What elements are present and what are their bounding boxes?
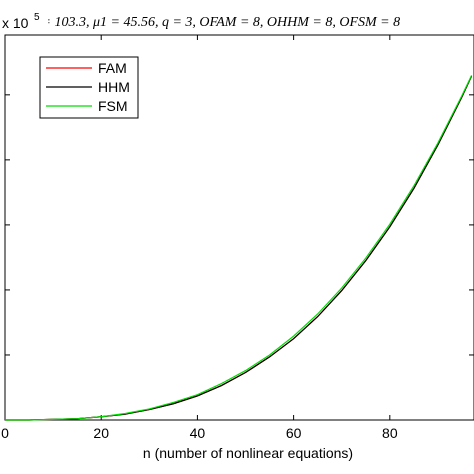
x-axis-label: n (number of nonlinear equations)	[143, 445, 353, 461]
series-line	[5, 75, 473, 421]
y-offset-exponent: 5	[34, 12, 40, 23]
x-tick-label: 60	[286, 425, 302, 441]
legend-label: HHM	[98, 79, 130, 95]
series-line	[5, 75, 473, 421]
plot-frame	[4, 34, 474, 421]
offset-bg	[0, 14, 48, 34]
y-offset: x 10	[2, 15, 29, 31]
legend-label: FAM	[98, 60, 127, 76]
x-tick-label: 40	[190, 425, 206, 441]
legend-label: FSM	[98, 98, 128, 114]
series-line	[5, 75, 473, 421]
x-tick-label: 80	[382, 425, 398, 441]
x-tick-label: 0	[1, 425, 9, 441]
x-tick-label: 20	[93, 425, 109, 441]
legend: FAM HHM FSM	[39, 56, 139, 119]
chart-title: μ0 = 103.3, μ1 = 45.56, q = 3, OFAM = 8,…	[23, 15, 400, 30]
